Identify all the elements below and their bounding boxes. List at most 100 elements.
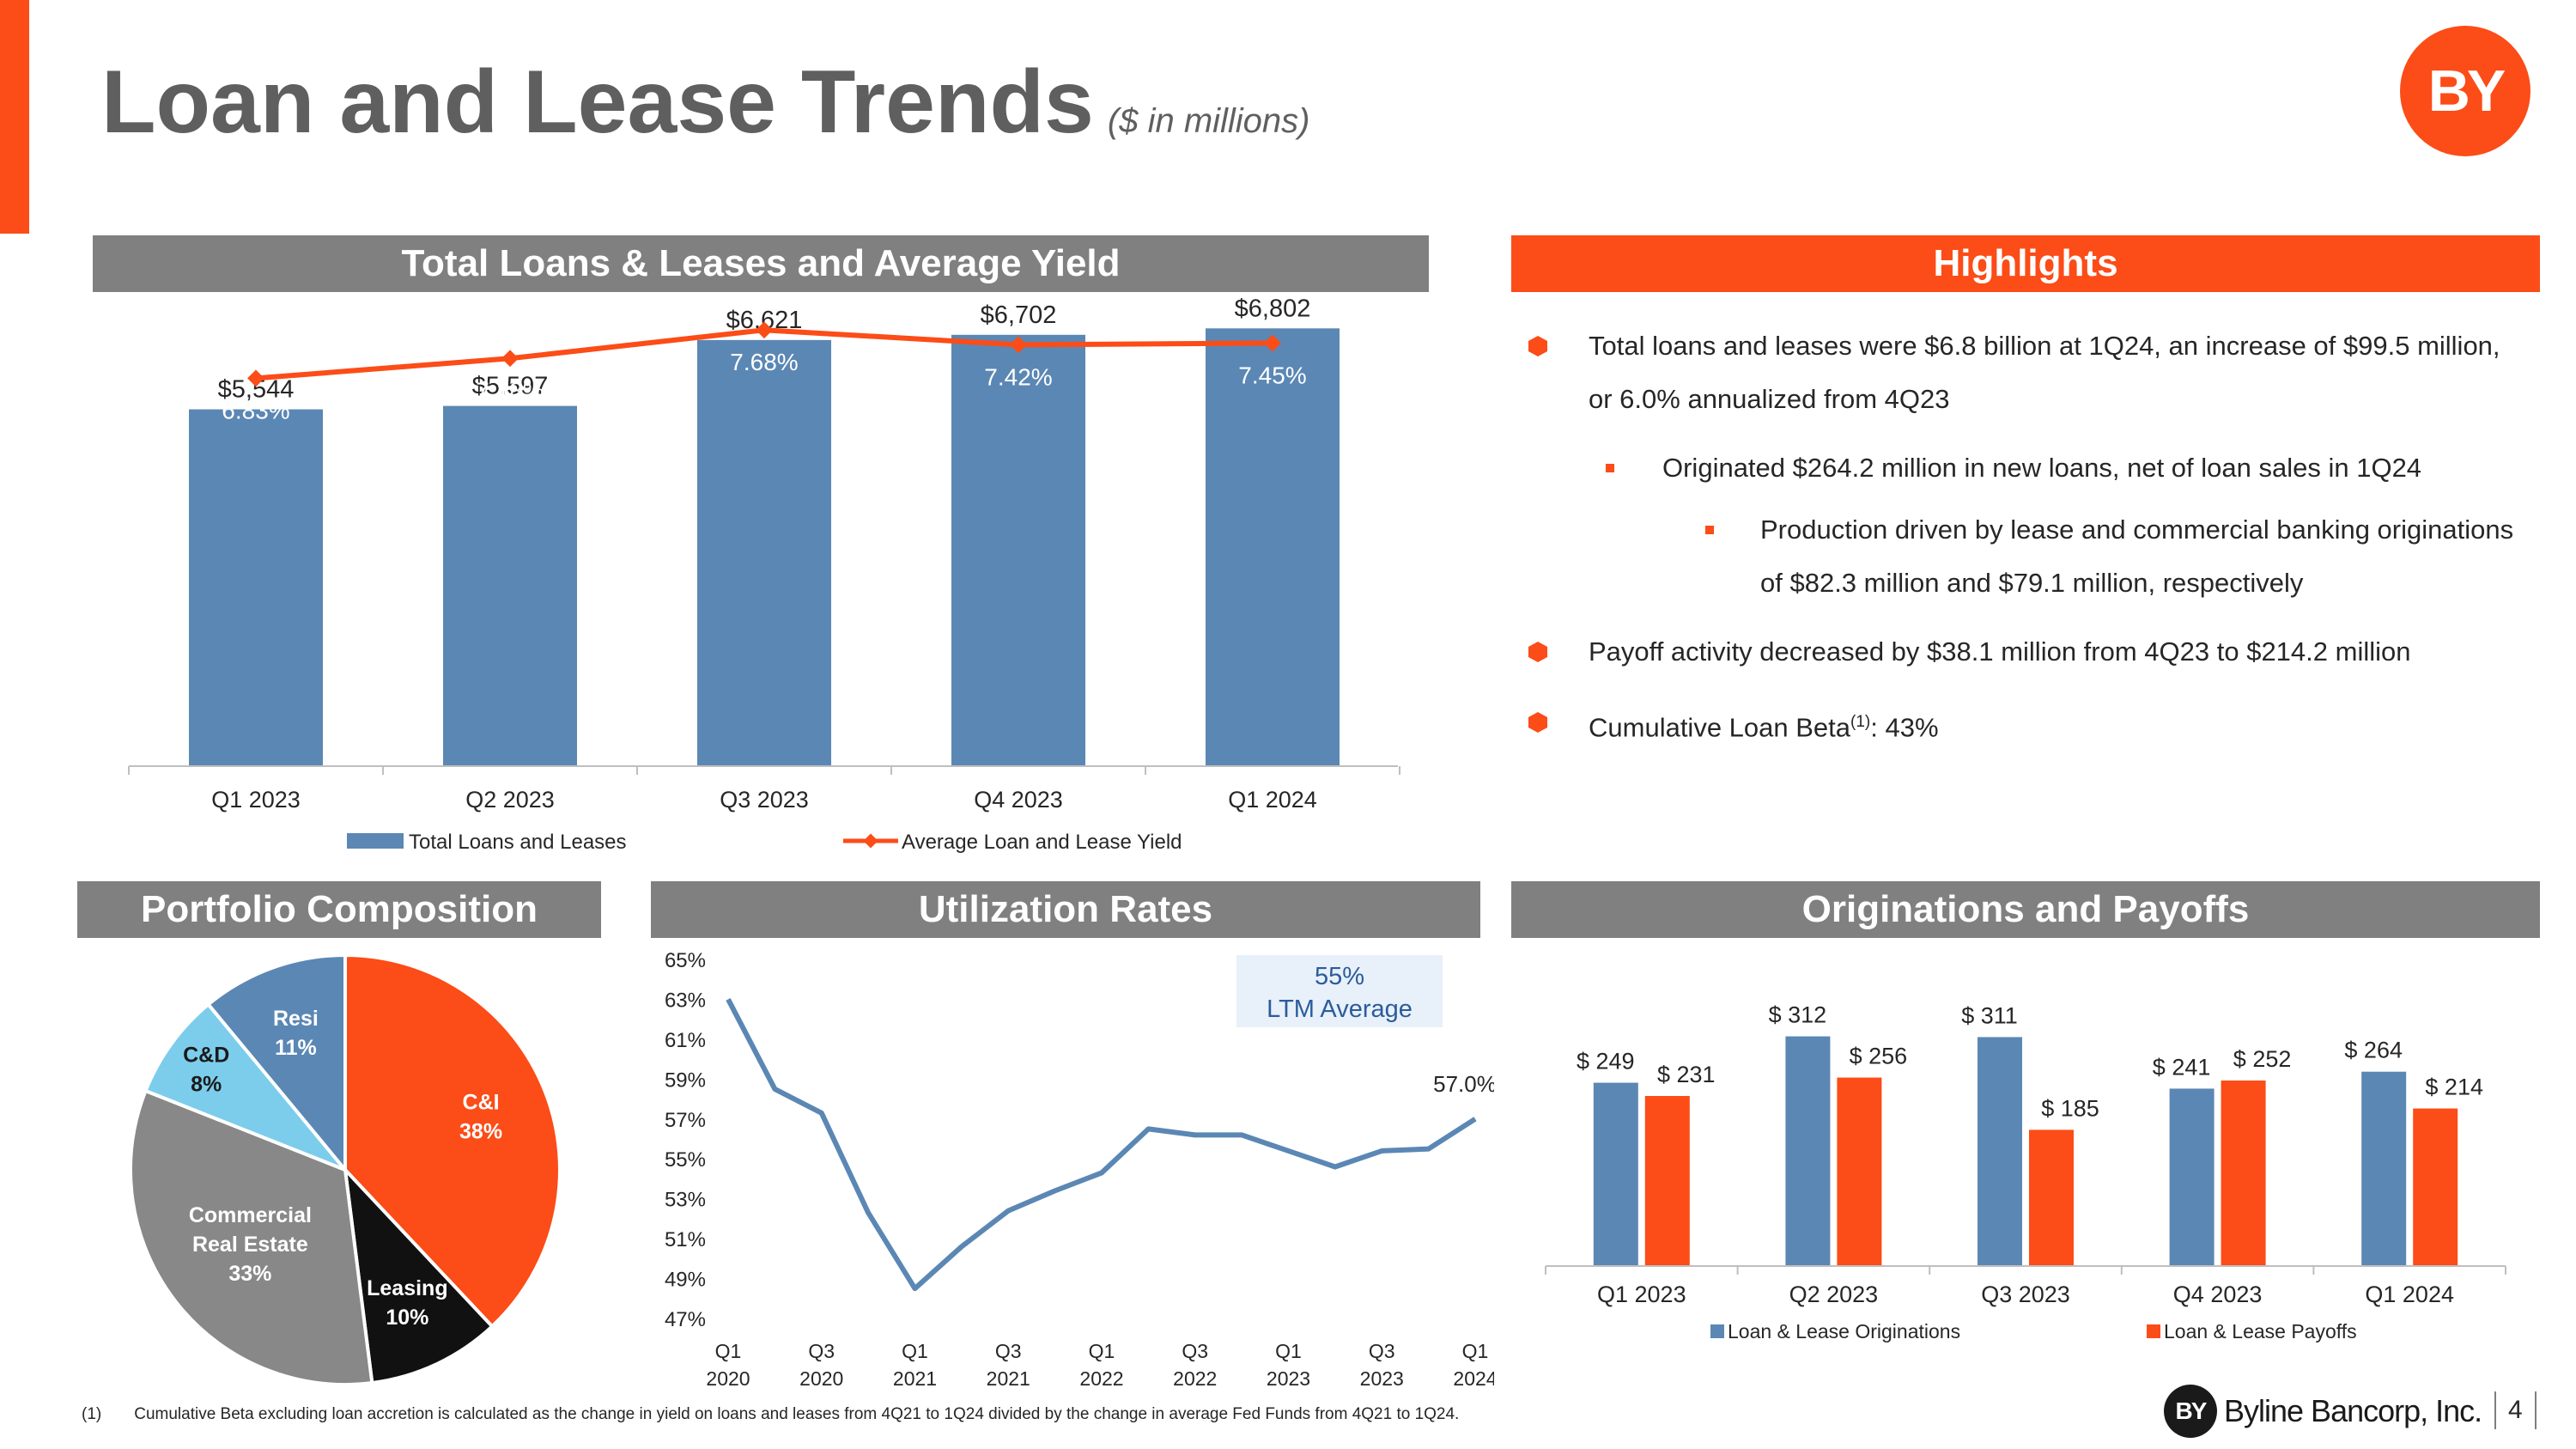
highlight-item-3: Production driven by lease and commercia…: [1528, 503, 2513, 610]
legend-swatch-payoffs: [2147, 1324, 2160, 1338]
originations-label: $ 241: [2153, 1054, 2211, 1080]
util-x-tick-label: Q3: [995, 1340, 1022, 1362]
accent-bar: [0, 0, 29, 234]
loans-x-tick-label: Q1 2024: [1228, 787, 1317, 813]
pie-label: Real Estate: [192, 1233, 308, 1257]
yield-label: 7.68%: [730, 349, 798, 375]
payoffs-bar: [2029, 1129, 2074, 1266]
originations-bar: [1785, 1036, 1831, 1266]
payoffs-bar: [2413, 1108, 2458, 1266]
payoffs-bar: [2221, 1081, 2266, 1266]
util-x-tick-label: Q3: [808, 1340, 835, 1362]
legend-label-yield: Average Loan and Lease Yield: [902, 831, 1182, 854]
util-y-tick-label: 49%: [665, 1269, 706, 1292]
payoffs-label: $ 231: [1657, 1062, 1716, 1087]
util-y-tick-label: 65%: [665, 949, 706, 972]
hexagon-bullet-icon: [1528, 336, 1547, 356]
yield-marker: [756, 321, 773, 339]
highlight-item-2: Originated $264.2 million in new loans, …: [1528, 441, 2421, 495]
payoffs-bar: [1837, 1077, 1882, 1266]
legend-label-payoffs: Loan & Lease Payoffs: [2164, 1320, 2357, 1342]
payoffs-label: $ 252: [2233, 1046, 2292, 1072]
pie-label: C&D: [183, 1043, 229, 1067]
loans-bar: [1206, 328, 1340, 766]
util-x-tick-label: 2020: [706, 1367, 750, 1390]
loans-x-tick-label: Q1 2023: [211, 787, 301, 813]
byline-logo: BY: [2400, 26, 2530, 156]
legend-label-loans: Total Loans and Leases: [409, 831, 627, 854]
loans-x-tick-label: Q3 2023: [720, 787, 809, 813]
highlight-item-4: Payoff activity decreased by $38.1 milli…: [1528, 625, 2411, 679]
yield-label: 7.42%: [984, 363, 1052, 390]
yield-label: 7.18%: [476, 377, 544, 404]
payoffs-bar: [1644, 1096, 1690, 1266]
loans-x-tick-label: Q2 2023: [465, 787, 555, 813]
util-x-tick-label: 2021: [893, 1367, 937, 1390]
util-x-tick-label: 2021: [987, 1367, 1030, 1390]
pie-label: 11%: [275, 1036, 317, 1060]
square-bullet-icon: [1606, 464, 1614, 472]
highlight-item-1: Total loans and leases were $6.8 billion…: [1528, 320, 2500, 426]
pie-slice: [129, 1088, 374, 1386]
pie-slice: [205, 953, 347, 1175]
portfolio-pie-chart: C&I 38% Leasing 10% Commercial Real Estate 33%…: [129, 953, 562, 1386]
util-x-tick-label: Q1: [1462, 1340, 1489, 1362]
square-bullet-icon: [1705, 526, 1714, 534]
loans-bar: [443, 405, 577, 766]
yield-label: 6.83%: [222, 397, 289, 423]
yield-label: 7.45%: [1238, 362, 1306, 388]
util-y-tick-label: 61%: [665, 1029, 706, 1052]
yield-marker: [1010, 336, 1027, 354]
loans-bar: [951, 334, 1085, 766]
pie-label: 33%: [228, 1262, 271, 1286]
loans-bar-label: $6,802: [1235, 295, 1311, 322]
loans-bar: [189, 409, 323, 766]
util-x-tick-label: 2022: [1173, 1367, 1217, 1390]
orig-x-tick-label: Q3 2023: [1981, 1282, 2070, 1307]
yield-marker: [501, 350, 519, 368]
loans-bar-label: $5,597: [472, 373, 549, 400]
brand-logo-icon: BY: [2164, 1385, 2217, 1438]
originations-bar: [1978, 1037, 2022, 1266]
pie-label: 10%: [386, 1306, 428, 1330]
pie-label: Leasing: [367, 1276, 447, 1300]
page-number: 4: [2494, 1391, 2537, 1429]
util-x-tick-label: Q1: [902, 1340, 928, 1362]
yield-marker: [1264, 334, 1281, 352]
util-y-tick-label: 51%: [665, 1228, 706, 1251]
originations-bar: [2361, 1071, 2407, 1266]
utilization-chart: 47% 49% 51% 53% 55% 57% 59% 61% 63% 65% Q1 2020 Q3 20…: [665, 949, 1494, 1390]
payoffs-label: $ 256: [1850, 1044, 1908, 1069]
pie-slice: [343, 953, 562, 1330]
originations-chart: Q1 2023 $ 249 $ 231 Q2 2023 $ 312 $ 256 Q3 202…: [1545, 1002, 2506, 1342]
originations-bar: [2169, 1088, 2215, 1266]
util-y-tick-label: 53%: [665, 1189, 706, 1212]
pie-slice: [143, 1002, 347, 1172]
util-x-tick-label: Q1: [715, 1340, 742, 1362]
util-x-tick-label: Q1: [1089, 1340, 1115, 1362]
pie-slice: [343, 1165, 495, 1385]
util-y-tick-label: 57%: [665, 1109, 706, 1132]
pie-label: C&I: [463, 1090, 500, 1114]
pie-label: Resi: [273, 1007, 319, 1031]
originations-label: $ 249: [1577, 1049, 1635, 1075]
loans-bar: [697, 339, 831, 766]
orig-x-tick-label: Q1 2024: [2365, 1282, 2454, 1307]
brand-name: Byline Bancorp, Inc.: [2224, 1393, 2482, 1428]
originations-banner: Originations and Payoffs: [1511, 881, 2540, 938]
hexagon-bullet-icon: [1528, 712, 1547, 733]
util-x-tick-label: Q1: [1275, 1340, 1302, 1362]
util-x-tick-label: 2023: [1267, 1367, 1310, 1390]
util-y-tick-label: 47%: [665, 1308, 706, 1331]
util-x-tick-label: 2023: [1360, 1367, 1404, 1390]
util-y-tick-label: 63%: [665, 989, 706, 1012]
util-x-tick-label: 2022: [1079, 1367, 1123, 1390]
legend-swatch-loans: [347, 833, 404, 849]
util-end-label: 57.0%: [1433, 1071, 1494, 1097]
highlight-item-5: Cumulative Loan Beta(1): 43%: [1528, 696, 1939, 754]
brand-footer: BY Byline Bancorp, Inc.: [2164, 1385, 2482, 1438]
orig-x-tick-label: Q1 2023: [1597, 1282, 1686, 1307]
loans-banner: Total Loans & Leases and Average Yield: [93, 235, 1429, 292]
utilization-banner: Utilization Rates: [651, 881, 1480, 938]
